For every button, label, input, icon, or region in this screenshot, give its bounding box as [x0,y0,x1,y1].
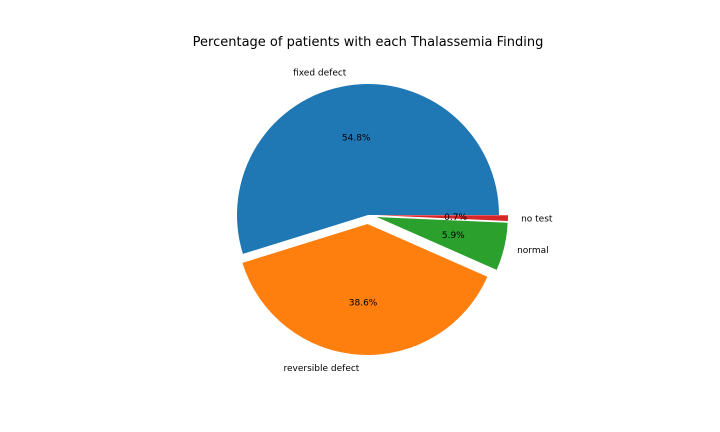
pie-labels: fixed defect 54.8% reversible defect 38.6% n… [284,69,553,374]
slice-percent-reversible-defect: 38.6% [349,298,378,308]
slice-percent-no-test: 0.7% [444,213,467,223]
chart-title: Percentage of patients with each Thalass… [193,35,544,50]
slice-fixed-defect [236,83,499,254]
slice-label-no-test: no test [521,214,553,224]
slice-label-reversible-defect: reversible defect [284,364,360,374]
slice-percent-normal: 5.9% [442,231,465,241]
slice-reversible-defect [242,223,488,355]
slice-percent-fixed-defect: 54.8% [342,133,371,143]
slice-no-test [376,215,508,221]
slice-label-fixed-defect: fixed defect [293,69,347,79]
slice-normal [376,217,508,270]
slice-label-normal: normal [517,246,549,256]
pie-slices [236,83,508,355]
